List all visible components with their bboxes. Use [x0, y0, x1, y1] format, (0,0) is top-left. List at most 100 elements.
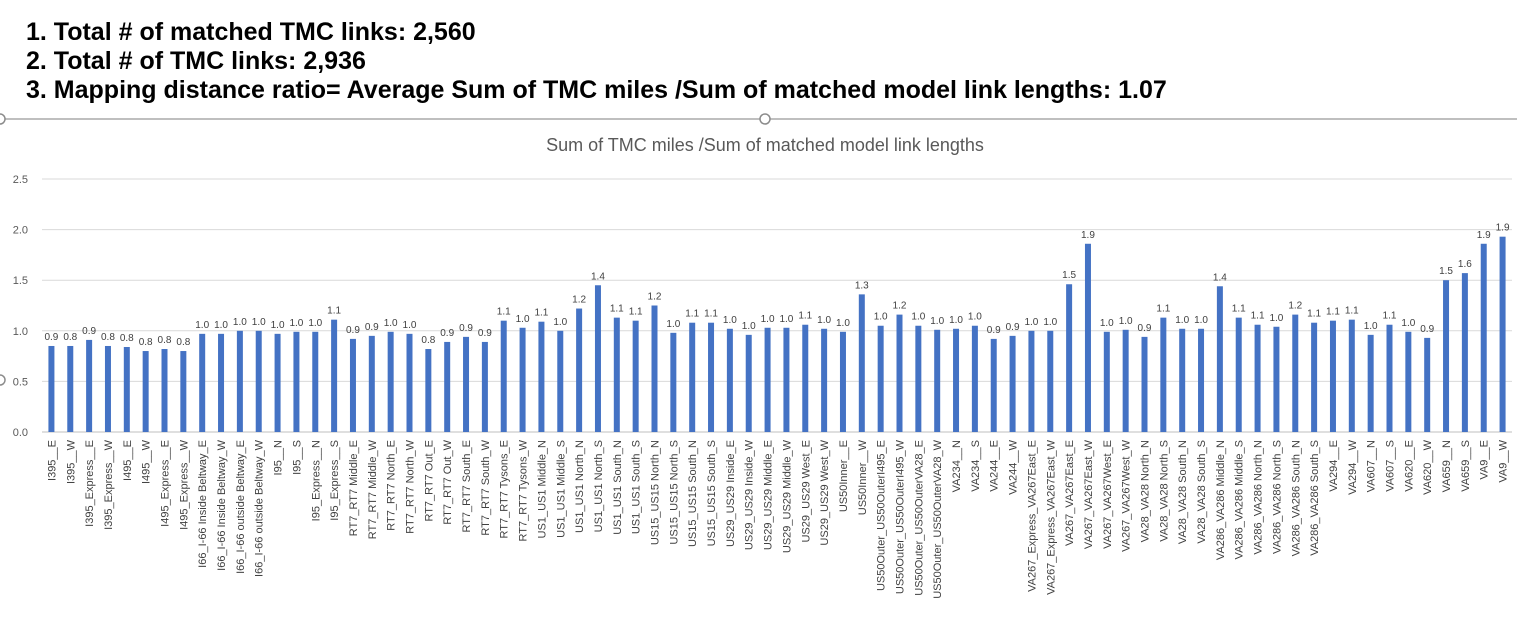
bar[interactable]: [1405, 331, 1412, 432]
bar[interactable]: [764, 327, 771, 432]
bar[interactable]: [1084, 243, 1091, 432]
bar[interactable]: [708, 322, 715, 432]
bar[interactable]: [180, 351, 187, 432]
bar[interactable]: [971, 325, 978, 432]
bar[interactable]: [331, 319, 338, 432]
bar[interactable]: [104, 345, 111, 432]
bar[interactable]: [915, 325, 922, 432]
bar[interactable]: [1499, 236, 1506, 432]
bar[interactable]: [990, 338, 997, 432]
bar[interactable]: [48, 345, 55, 432]
resize-handle-left[interactable]: [0, 113, 6, 125]
bar[interactable]: [1235, 317, 1242, 432]
category-label: VA9__W: [1498, 439, 1510, 482]
data-label: 1.0: [723, 315, 737, 326]
bar[interactable]: [821, 328, 828, 432]
bar[interactable]: [802, 324, 809, 432]
data-label: 1.0: [403, 320, 417, 331]
category-label: US15_US15 South_S: [706, 440, 718, 546]
bar[interactable]: [1367, 334, 1374, 432]
bar[interactable]: [293, 331, 300, 432]
bar[interactable]: [538, 321, 545, 432]
bar[interactable]: [123, 346, 130, 432]
bar[interactable]: [1179, 328, 1186, 432]
resize-handle-left-middle[interactable]: [0, 374, 6, 386]
bar[interactable]: [368, 335, 375, 432]
data-label: 1.0: [1100, 318, 1114, 329]
bar[interactable]: [481, 341, 488, 432]
bar[interactable]: [1141, 336, 1148, 432]
bar[interactable]: [953, 328, 960, 432]
data-label: 1.1: [1383, 311, 1397, 322]
bar[interactable]: [387, 331, 394, 432]
bar[interactable]: [406, 333, 413, 432]
bar[interactable]: [312, 331, 319, 432]
bar[interactable]: [1329, 320, 1336, 432]
bar[interactable]: [1216, 286, 1223, 432]
bar[interactable]: [839, 331, 846, 432]
bar[interactable]: [896, 314, 903, 432]
category-label: US1_US1 North_N: [574, 440, 586, 533]
bar[interactable]: [1480, 243, 1487, 432]
bar[interactable]: [1292, 314, 1299, 432]
category-label: RT7_RT7 North_W: [405, 439, 417, 533]
bar[interactable]: [1047, 330, 1054, 432]
bar[interactable]: [1122, 329, 1129, 432]
bar[interactable]: [1009, 335, 1016, 432]
bar[interactable]: [557, 330, 564, 432]
category-label: US29_US29 Middle_E: [763, 440, 775, 550]
bar[interactable]: [934, 329, 941, 432]
bar[interactable]: [1066, 284, 1073, 432]
bar[interactable]: [444, 341, 451, 432]
bar[interactable]: [218, 333, 225, 432]
bar[interactable]: [1443, 280, 1450, 432]
bar[interactable]: [67, 345, 74, 432]
bar[interactable]: [349, 338, 356, 432]
bar[interactable]: [1386, 324, 1393, 432]
bar[interactable]: [1160, 317, 1167, 432]
bar[interactable]: [500, 320, 507, 432]
bar[interactable]: [142, 351, 149, 432]
resize-handle-top[interactable]: [759, 113, 771, 125]
bar[interactable]: [1028, 330, 1035, 432]
data-label: 1.3: [855, 280, 869, 291]
bar[interactable]: [1311, 322, 1318, 432]
bar[interactable]: [783, 327, 790, 432]
bar[interactable]: [1348, 319, 1355, 432]
bar[interactable]: [1103, 331, 1110, 432]
bar[interactable]: [576, 308, 583, 432]
category-label: RT7_RT7 North_E: [386, 440, 398, 531]
bar[interactable]: [594, 285, 601, 432]
data-label: 0.9: [44, 332, 58, 343]
bar[interactable]: [689, 322, 696, 432]
bar[interactable]: [1273, 326, 1280, 432]
bar[interactable]: [161, 349, 168, 432]
bar[interactable]: [877, 325, 884, 432]
bar[interactable]: [425, 349, 432, 432]
category-label: US50Outer_US50OuterVA28_E: [913, 440, 925, 596]
bar[interactable]: [670, 332, 677, 432]
bar[interactable]: [274, 333, 281, 432]
bar[interactable]: [463, 336, 470, 432]
bar[interactable]: [858, 294, 865, 432]
bar[interactable]: [632, 320, 639, 432]
bar[interactable]: [199, 333, 206, 432]
bar[interactable]: [613, 317, 620, 432]
category-label: US29_US29 Inside_W: [744, 439, 756, 550]
bar[interactable]: [651, 305, 658, 433]
category-label: US1_US1 North_S: [593, 440, 605, 532]
category-label: VA659__N: [1441, 440, 1453, 492]
data-label: 1.1: [534, 308, 548, 319]
data-label: 0.9: [440, 328, 454, 339]
bar[interactable]: [519, 327, 526, 432]
bar[interactable]: [1198, 328, 1205, 432]
bar[interactable]: [726, 328, 733, 432]
bar[interactable]: [1424, 337, 1431, 432]
bar[interactable]: [1461, 273, 1468, 432]
bar[interactable]: [1254, 324, 1261, 432]
bar[interactable]: [236, 330, 243, 432]
bar[interactable]: [255, 330, 262, 432]
bar[interactable]: [86, 339, 93, 432]
category-label: I495_Express__E: [160, 440, 172, 527]
bar[interactable]: [745, 334, 752, 432]
